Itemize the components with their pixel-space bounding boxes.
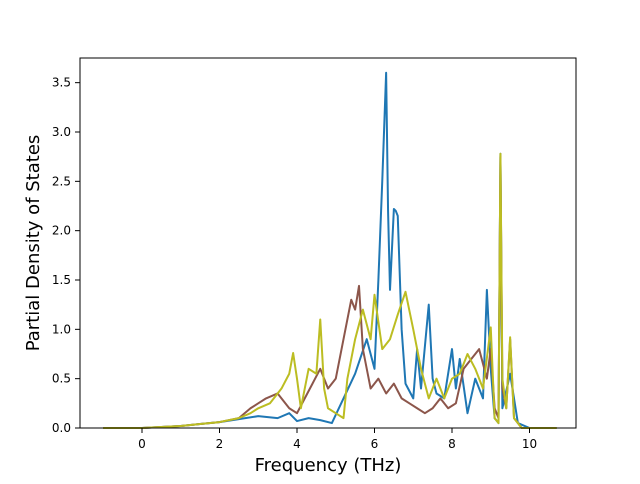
y-tick-label: 1.5 (52, 273, 71, 287)
y-tick-label: 3.5 (52, 76, 71, 90)
series-layer (103, 71, 557, 429)
x-axis-ticks: 0 2 4 6 8 10 (138, 428, 537, 451)
y-tick-label: 0.5 (52, 372, 71, 386)
x-tick-label: 2 (216, 437, 224, 451)
x-axis-label: Frequency (THz) (255, 455, 402, 476)
x-tick-label: 6 (371, 437, 379, 451)
x-tick-label: 0 (138, 437, 146, 451)
y-tick-label: 3.0 (52, 125, 71, 139)
y-axis-label: Partial Density of States (23, 135, 44, 352)
y-tick-label: 2.5 (52, 174, 71, 188)
x-tick-label: 10 (522, 437, 537, 451)
y-tick-label: 1.0 (52, 322, 71, 336)
y-axis-ticks: 0.0 0.5 1.0 1.5 2.0 2.5 3.0 3.5 (52, 76, 80, 435)
series-line-3 (103, 152, 557, 429)
y-tick-label: 2.0 (52, 224, 71, 238)
y-tick-label: 0.0 (52, 421, 71, 435)
plot-area-frame (79, 57, 577, 429)
x-tick-label: 8 (448, 437, 456, 451)
x-tick-label: 4 (293, 437, 301, 451)
